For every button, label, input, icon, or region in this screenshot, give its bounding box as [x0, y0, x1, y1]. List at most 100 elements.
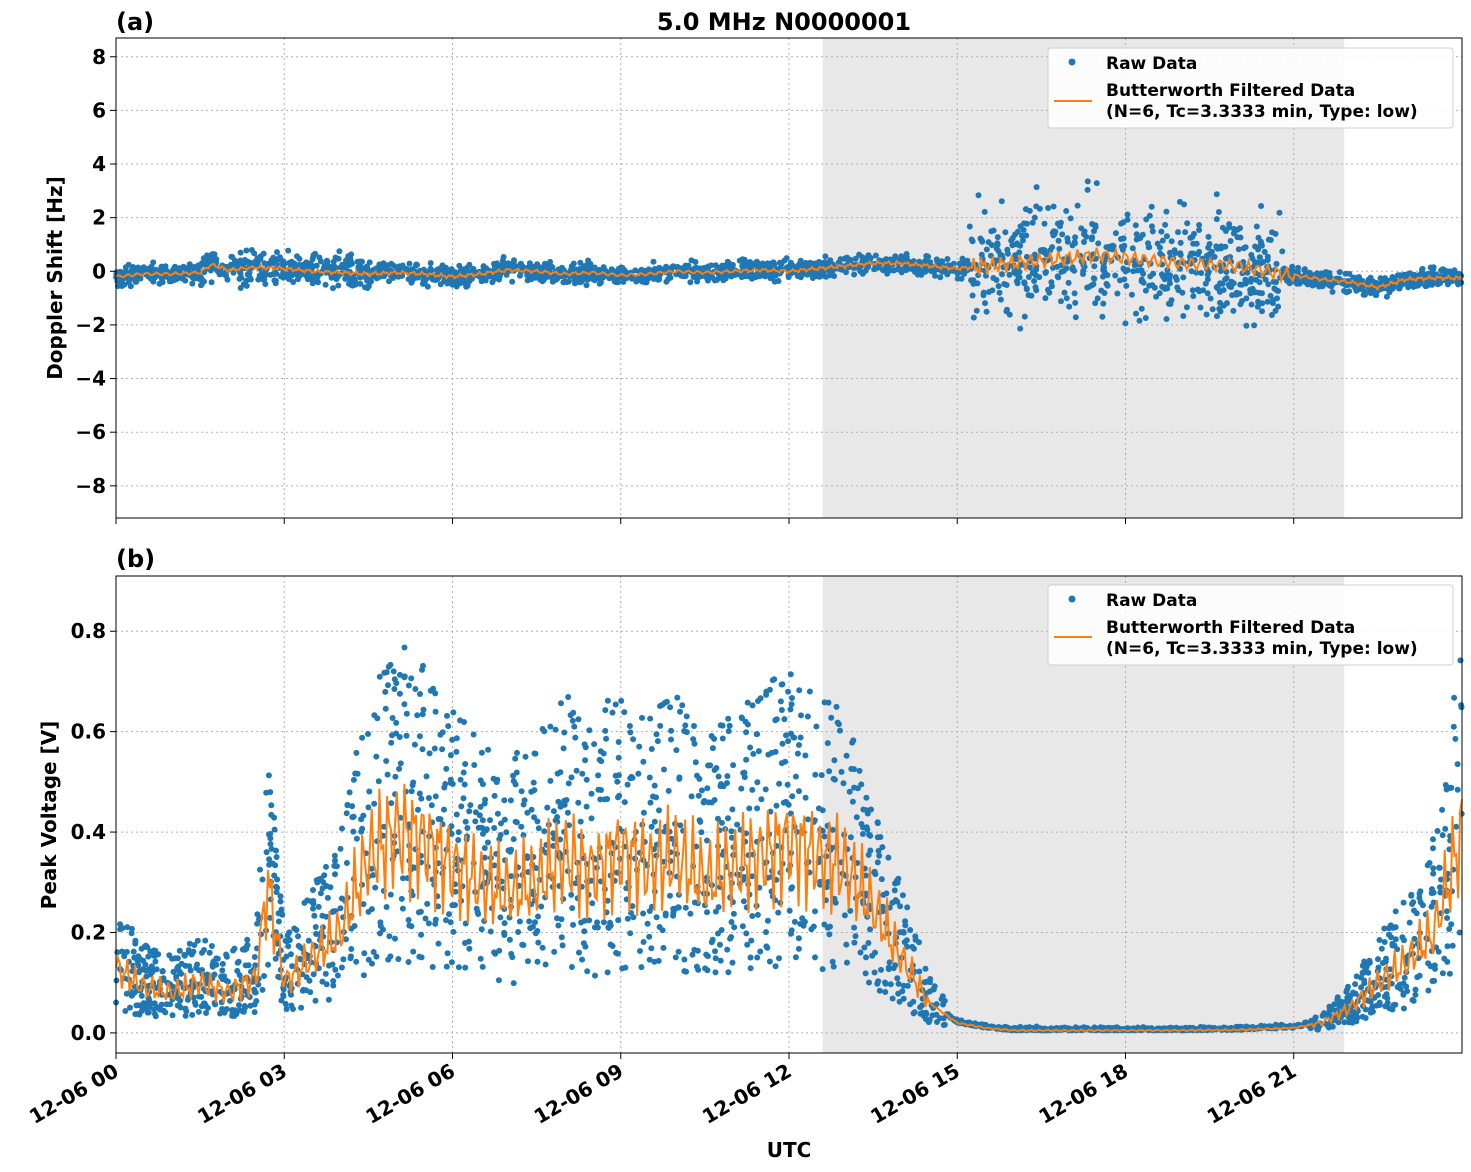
- raw-data-point: [843, 254, 850, 261]
- raw-data-point: [794, 750, 801, 757]
- raw-data-point: [1122, 268, 1129, 275]
- raw-data-point: [1444, 943, 1451, 950]
- raw-data-point: [829, 826, 836, 833]
- raw-data-point: [944, 271, 951, 278]
- raw-data-point: [485, 746, 492, 753]
- raw-data-point: [1072, 234, 1079, 241]
- raw-data-point: [501, 816, 508, 823]
- raw-data-point: [1237, 301, 1244, 308]
- panel-a-x-ticks: [115, 518, 1295, 524]
- raw-data-point: [272, 955, 279, 962]
- raw-data-point: [638, 267, 645, 274]
- raw-data-point: [601, 796, 608, 803]
- raw-data-point: [776, 955, 782, 962]
- raw-data-point: [1437, 884, 1443, 891]
- raw-data-point: [969, 292, 976, 299]
- raw-data-point: [472, 809, 479, 816]
- raw-data-point: [497, 832, 504, 838]
- raw-data-point: [176, 968, 183, 975]
- raw-data-point: [1203, 311, 1210, 318]
- raw-data-point: [138, 992, 145, 999]
- raw-data-point: [365, 804, 372, 811]
- raw-data-point: [729, 271, 736, 278]
- raw-data-point: [1133, 310, 1139, 317]
- raw-data-point: [739, 256, 746, 263]
- raw-data-point: [754, 779, 761, 786]
- raw-data-point: [595, 786, 602, 793]
- raw-data-point: [190, 948, 197, 955]
- raw-data-point: [949, 267, 956, 274]
- raw-data-point: [813, 723, 820, 730]
- raw-data-point: [1080, 267, 1087, 274]
- raw-data-point: [390, 668, 397, 675]
- raw-data-point: [749, 873, 756, 880]
- raw-data-point: [754, 954, 761, 961]
- raw-data-point: [875, 847, 882, 854]
- raw-data-point: [252, 258, 259, 265]
- raw-data-point: [1235, 246, 1242, 253]
- raw-data-point: [822, 253, 829, 260]
- raw-data-point: [900, 928, 907, 935]
- raw-data-point: [541, 260, 548, 267]
- raw-data-point: [365, 731, 371, 737]
- raw-data-point: [381, 669, 388, 676]
- raw-data-point: [1258, 203, 1265, 209]
- raw-data-point: [1090, 281, 1097, 288]
- raw-data-point: [416, 790, 423, 797]
- raw-data-point: [662, 912, 669, 919]
- raw-data-point: [558, 700, 564, 707]
- raw-data-point: [1453, 823, 1460, 830]
- raw-data-point: [581, 928, 588, 935]
- raw-data-point: [310, 253, 317, 260]
- raw-data-point: [718, 819, 725, 826]
- raw-data-point: [1302, 279, 1309, 286]
- raw-data-point: [280, 992, 287, 998]
- raw-data-point: [289, 963, 296, 970]
- raw-data-point: [725, 969, 732, 976]
- raw-data-point: [1367, 998, 1374, 1005]
- raw-data-point: [851, 939, 858, 946]
- raw-data-point: [641, 279, 648, 286]
- raw-data-point: [878, 876, 885, 883]
- raw-data-point: [840, 780, 847, 787]
- raw-data-point: [894, 975, 901, 982]
- raw-data-point: [510, 836, 517, 843]
- raw-data-point: [796, 788, 802, 795]
- raw-data-point: [323, 863, 329, 870]
- raw-data-point: [615, 754, 622, 761]
- raw-data-point: [654, 738, 661, 745]
- raw-data-point: [1002, 229, 1009, 236]
- raw-data-point: [434, 276, 441, 283]
- raw-data-point: [159, 968, 166, 974]
- raw-data-point: [705, 799, 712, 806]
- raw-data-point: [315, 903, 322, 910]
- raw-data-point: [865, 264, 871, 270]
- raw-data-point: [668, 736, 674, 743]
- raw-data-point: [712, 955, 719, 962]
- panel-a-legend-raw-label: Raw Data: [1106, 54, 1197, 74]
- raw-data-point: [401, 644, 408, 651]
- raw-data-point: [1230, 307, 1237, 314]
- raw-data-point: [973, 307, 980, 314]
- raw-data-point: [1031, 251, 1038, 258]
- raw-data-point: [1163, 284, 1170, 291]
- raw-data-point: [588, 790, 595, 797]
- raw-data-point: [667, 265, 674, 272]
- raw-data-point: [394, 848, 401, 855]
- raw-data-point: [147, 948, 154, 955]
- raw-data-point: [983, 308, 990, 315]
- raw-data-point: [403, 710, 410, 717]
- raw-data-point: [1173, 276, 1180, 283]
- raw-data-point: [629, 774, 636, 781]
- raw-data-point: [299, 987, 306, 994]
- raw-data-point: [757, 948, 764, 955]
- raw-data-point: [886, 959, 893, 966]
- raw-data-point: [1431, 962, 1438, 969]
- raw-data-point: [1423, 281, 1430, 288]
- raw-data-point: [349, 282, 356, 289]
- raw-data-point: [472, 818, 479, 825]
- raw-data-point: [1268, 312, 1275, 318]
- raw-data-point: [458, 803, 465, 810]
- raw-data-point: [280, 258, 287, 265]
- raw-data-point: [1188, 268, 1195, 275]
